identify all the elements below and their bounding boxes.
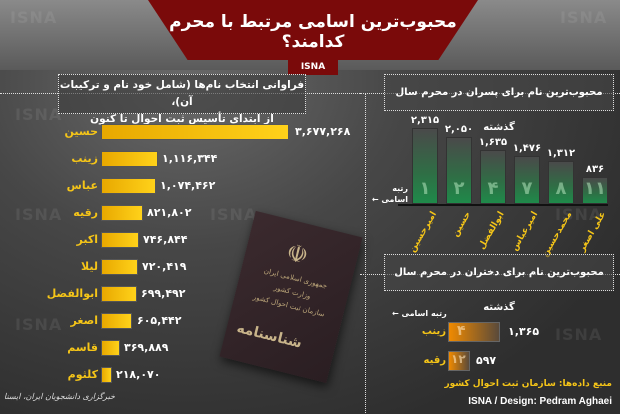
bar — [101, 259, 138, 275]
bar: ۴ — [480, 150, 506, 204]
girls-chart-title: محبوب‌ترین نام برای دختران در محرم سال گ… — [384, 254, 614, 313]
bar-value: ۷۲۰,۴۱۹ — [142, 260, 187, 273]
bar: ۱۲ — [448, 351, 470, 371]
arrow-left-icon: ← — [392, 309, 399, 318]
rank-label-line1: رتبه — [392, 184, 408, 193]
bar-label: اکبر — [76, 233, 98, 246]
agency-signature: خبرگزاری دانشجویان ایران، ایسنا — [4, 392, 115, 401]
bar-row: لیلا ۷۲۰,۴۱۹ — [0, 257, 360, 277]
bar-label: رقیه — [423, 355, 446, 366]
bar-label: رقیه — [73, 206, 98, 219]
arrow-right-icon: ← — [371, 195, 379, 204]
watermark: ISNA — [555, 205, 603, 224]
bar-value: ۲,۳۱۵ — [410, 115, 440, 126]
bar-value: ۲,۰۵۰ — [444, 124, 474, 135]
bar-value: ۸۲۱,۸۰۲ — [147, 206, 192, 219]
watermark: ISNA — [555, 325, 603, 344]
bar: ۲ — [446, 137, 472, 204]
bar — [101, 178, 156, 194]
design-credit: ISNA / Design: Pedram Aghaei — [468, 396, 612, 407]
bar-row: اکبر ۷۴۶,۸۴۴ — [0, 230, 360, 250]
bar-value: ۷۴۶,۸۴۴ — [143, 233, 188, 246]
bar: ۱۱ — [582, 177, 608, 204]
bar — [101, 124, 289, 140]
bar — [101, 232, 139, 248]
left-chart-title-line2: از ابتدای تأسیس ثبت احوال تا کنون — [90, 113, 274, 125]
bar-rank: ۱۱ — [584, 178, 606, 199]
page-title: محبوب‌ترین اسامی مرتبط با محرم کدامند؟ — [169, 12, 457, 52]
bar-label: قاسم — [67, 341, 98, 354]
bar-value: ۵۹۷ — [476, 354, 497, 367]
bar-value: ۸۳۶ — [585, 164, 605, 175]
bar: ۸ — [548, 161, 574, 204]
baseline — [398, 204, 608, 206]
bar-label: زینب — [421, 326, 446, 337]
bar: ۱ — [412, 128, 438, 204]
bar — [101, 205, 143, 221]
bar — [101, 151, 158, 167]
watermark: ISNA — [15, 105, 63, 124]
data-source: منبع داده‌ها: سازمان ثبت احوال کشور — [444, 379, 612, 389]
bar-value: ۱,۱۱۶,۳۴۴ — [162, 152, 218, 165]
bar-row: اصغر ۶۰۵,۴۴۲ — [0, 311, 360, 331]
bar-label: اصغر — [70, 314, 98, 327]
bar-rank: ۱ — [419, 178, 431, 199]
rank-label-line2: اسامی ← — [371, 195, 408, 204]
left-chart-title-box: فراوانی انتخاب نام‌ها (شامل خود نام و تر… — [58, 74, 306, 125]
bar-value: ۳۶۹,۸۸۹ — [124, 341, 169, 354]
rank-label: رتبه اسامی ← — [368, 183, 408, 205]
divider — [365, 93, 366, 413]
bar-row: حسین ۳,۶۷۷,۲۶۸ — [0, 122, 360, 142]
bar-rank: ۱۲ — [451, 352, 466, 366]
bar-value: ۱,۳۱۲ — [546, 148, 576, 159]
isna-badge: ISNA — [288, 60, 338, 75]
bar — [101, 313, 132, 329]
watermark: ISNA — [560, 8, 608, 27]
bar-rank: ۲ — [453, 178, 465, 199]
bar-value: ۱,۴۷۶ — [512, 143, 542, 154]
boys-chart-title: محبوب‌ترین نام برای پسران در محرم سال گذ… — [384, 74, 614, 133]
bar-value: ۲۱۸,۰۷۰ — [116, 368, 161, 381]
bar-value: ۱,۰۷۴,۴۶۲ — [160, 179, 216, 192]
bar-value: ۶۰۵,۴۴۲ — [137, 314, 182, 327]
watermark: ISNA — [15, 315, 63, 334]
bar-row: رقیه ۸۲۱,۸۰۲ — [0, 203, 360, 223]
watermark: ISNA — [210, 205, 258, 224]
bar-row: عباس ۱,۰۷۴,۴۶۲ — [0, 176, 360, 196]
bar-label: ابوالفضل — [46, 287, 98, 300]
bar-row: زینب ۱,۱۱۶,۳۴۴ — [0, 149, 360, 169]
bar-value: ۶۹۹,۴۹۲ — [141, 287, 186, 300]
bar-value: ۱,۶۳۵ — [478, 137, 508, 148]
bar-label: زینب — [71, 152, 98, 165]
bar-rank: ۴ — [487, 178, 499, 199]
left-chart-title-line1: فراوانی انتخاب نام‌ها (شامل خود نام و تر… — [59, 79, 305, 108]
watermark: ISNA — [15, 205, 63, 224]
bar-rank: ۸ — [555, 178, 567, 199]
girls-rank-label: رتبه اسامی ← — [392, 309, 447, 318]
bar: ۷ — [514, 156, 540, 204]
passport-title: شناسنامه — [234, 320, 304, 352]
bar-label: عباس — [66, 179, 98, 192]
bar-row: قاسم ۳۶۹,۸۸۹ — [0, 338, 360, 358]
bar-rank: ۷ — [521, 178, 533, 199]
bar-value: ۱,۳۶۵ — [508, 325, 540, 338]
bar — [101, 286, 137, 302]
bar: ۴ — [448, 322, 500, 342]
bar — [101, 340, 120, 356]
watermark: ISNA — [10, 8, 58, 27]
iran-emblem-icon: ☫ — [283, 238, 312, 271]
bar-label: لیلا — [81, 260, 98, 273]
bar-value: ۳,۶۷۷,۲۶۸ — [295, 125, 351, 138]
bar-label: کلثوم — [67, 368, 98, 381]
bar-rank: ۴ — [457, 323, 466, 339]
boys-bar-chart: ۱ ۲,۳۱۵ ۲ ۲,۰۵۰ ۴ ۱,۶۳۵ ۷ ۱,۴۷۶ ۸ ۱,۳۱۲ … — [411, 110, 620, 204]
bar-row: ابوالفضل ۶۹۹,۴۹۲ — [0, 284, 360, 304]
bar-label: حسین — [64, 125, 98, 138]
title-banner — [148, 0, 478, 60]
bar — [101, 367, 112, 383]
bar-row: کلثوم ۲۱۸,۰۷۰ — [0, 365, 360, 385]
